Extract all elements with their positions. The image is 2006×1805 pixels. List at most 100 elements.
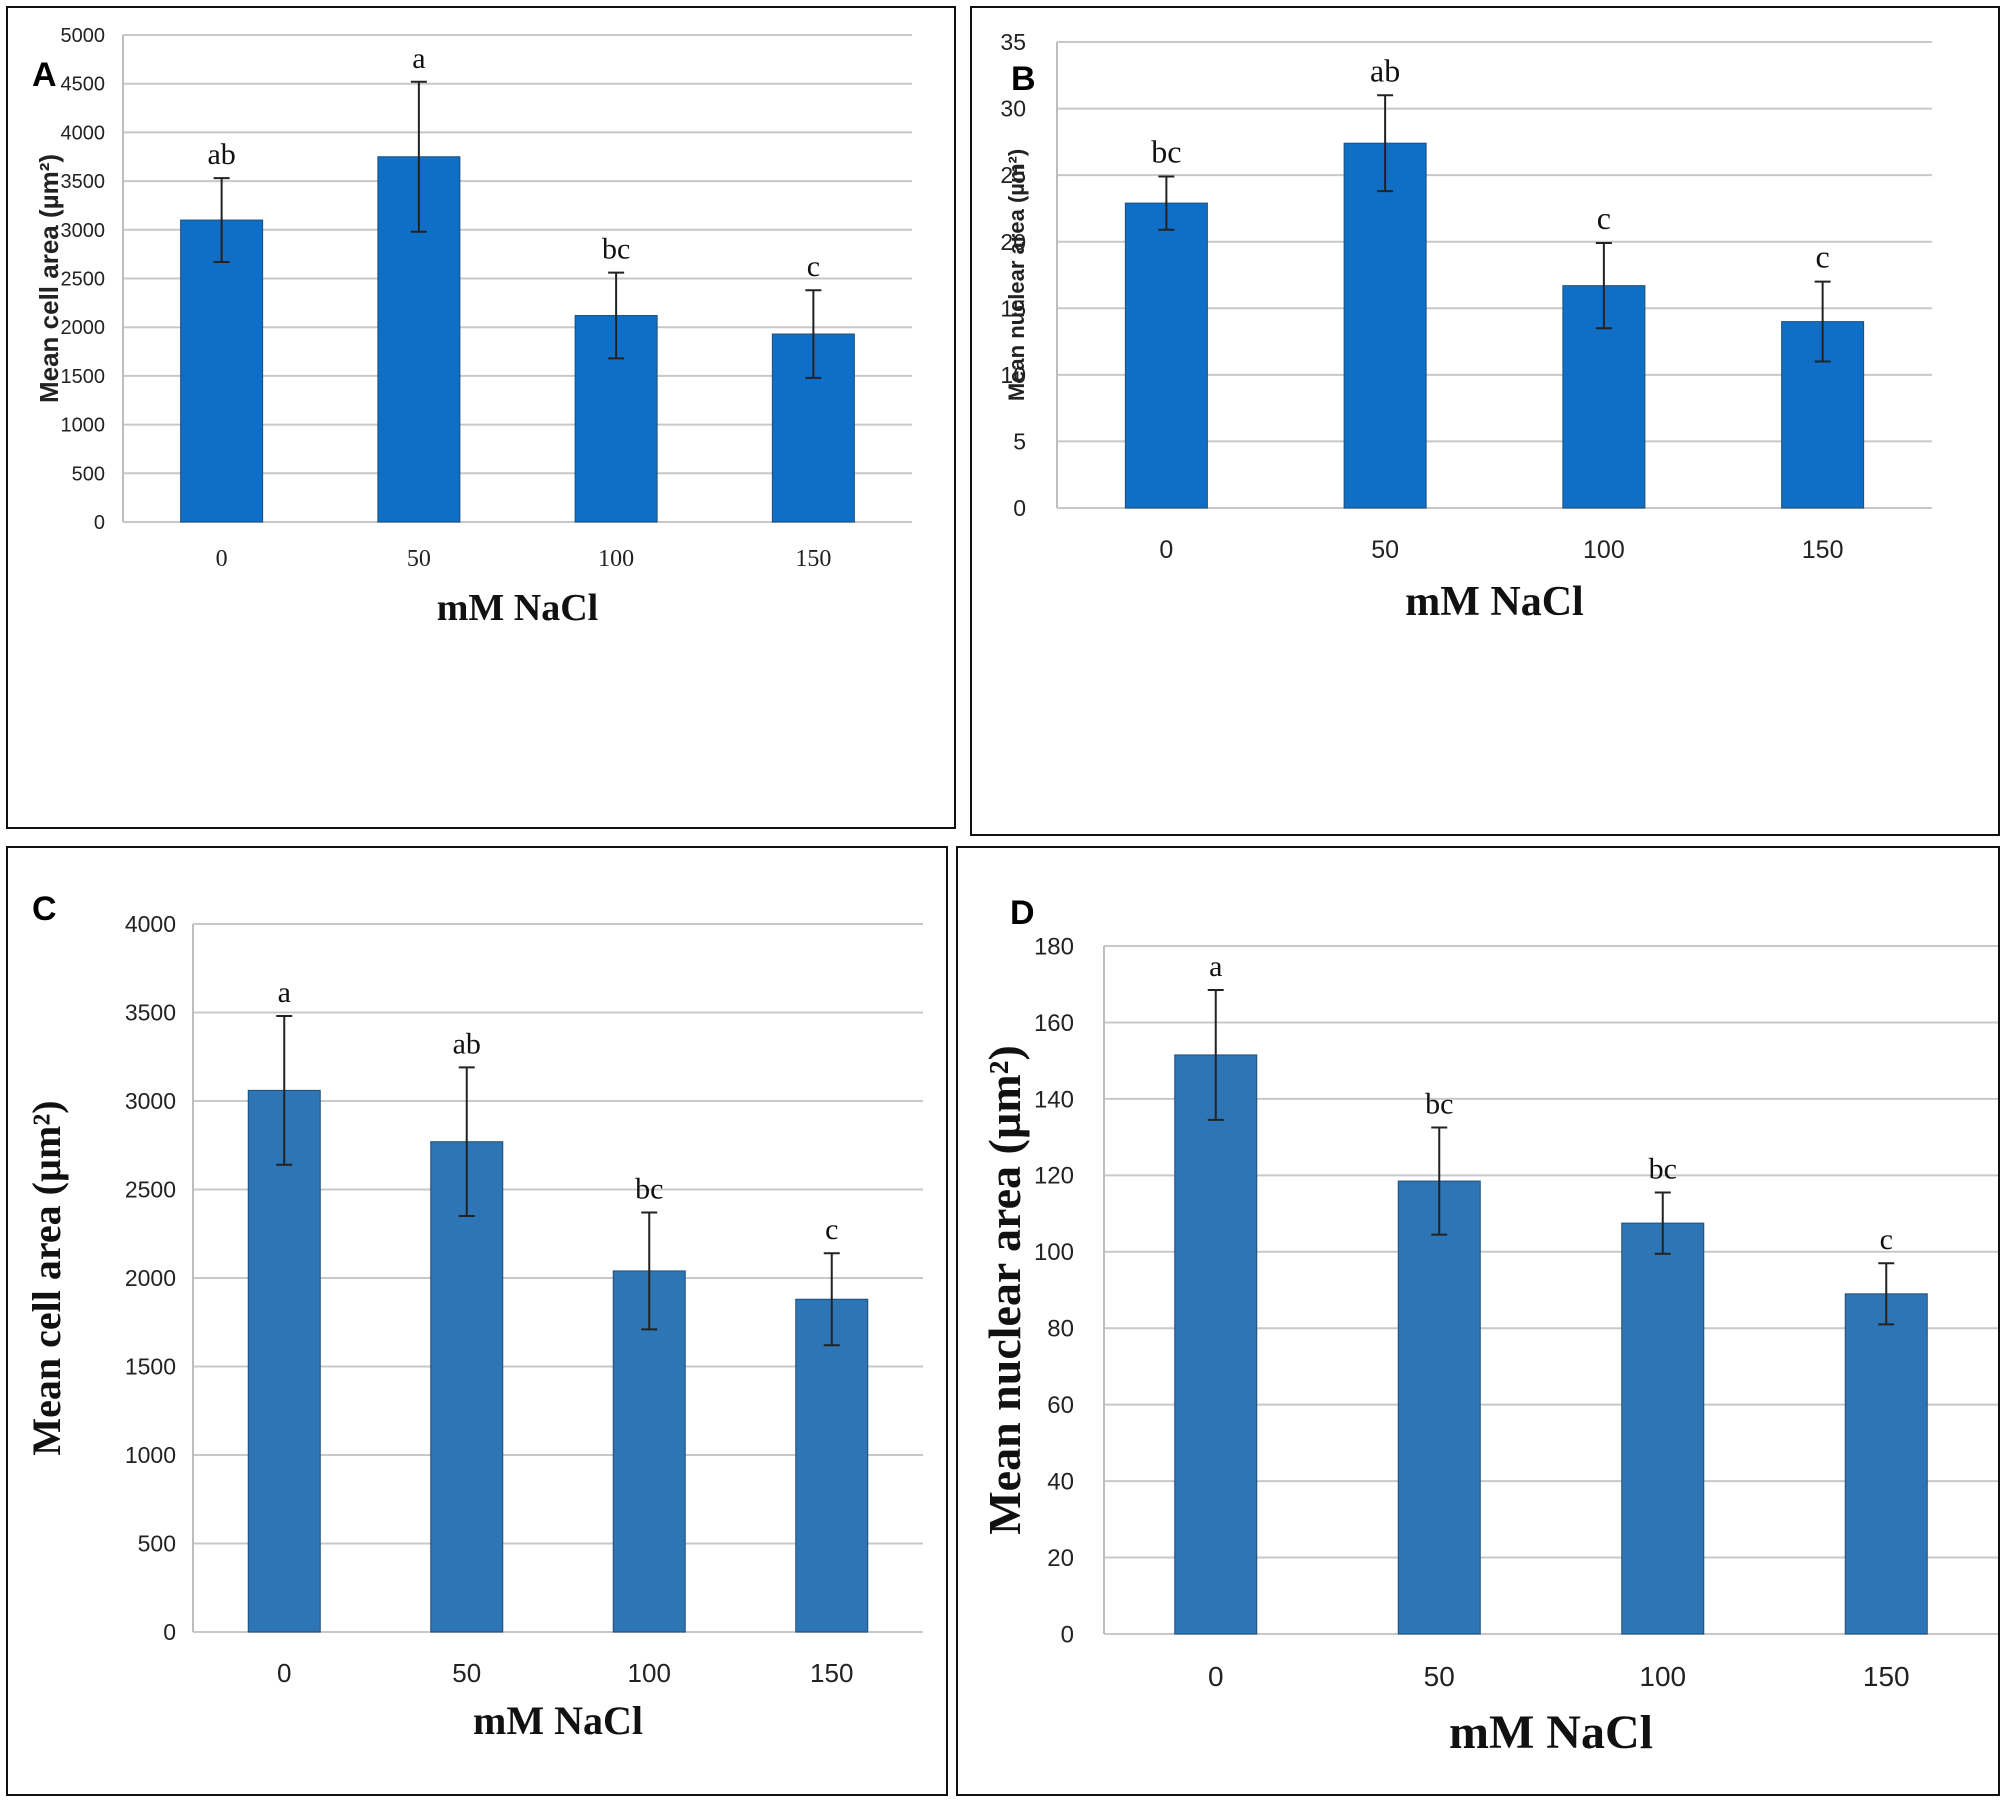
chart-a: 0500100015002000250030003500400045005000… [34, 25, 912, 629]
y-tick-label: 20 [1047, 1545, 1074, 1572]
y-tick-label: 4000 [61, 122, 106, 144]
bar [180, 219, 264, 523]
y-tick-label: 80 [1047, 1316, 1074, 1343]
y-tick-label: 20 [1000, 229, 1026, 255]
panel-d: D 0 20 40 60 80 100 120 140 160 180 a 0 bc 50 bc 100 c 15… [956, 846, 2000, 1796]
bar [1621, 1222, 1705, 1635]
x-tick-label: 50 [1371, 536, 1399, 564]
panel-letter: B [1011, 60, 1036, 98]
y-axis-title: Mean cell area (µm²) [34, 154, 64, 403]
y-tick-label: 100 [1034, 1239, 1074, 1266]
y-tick-label: 5 [1013, 428, 1026, 454]
x-tick-label: 50 [407, 546, 431, 572]
y-tick-label: 500 [138, 1531, 176, 1557]
significance-letter: bc [1151, 133, 1181, 169]
x-axis-title: mM NaCl [437, 587, 598, 629]
y-tick-label: 2000 [125, 1265, 176, 1291]
panel-letter: D [1010, 894, 1035, 932]
x-tick-label: 0 [1208, 1661, 1224, 1692]
panel-a: A 0 500 1000 1500 2000 2500 3000 3500 4000 4500 50… [6, 6, 956, 829]
y-axis-title: Mean nuclear area (µm²) [1004, 149, 1029, 401]
y-axis-title: Mean cell area (µm²) [24, 1100, 69, 1455]
y-tick-label: 15 [1000, 295, 1026, 321]
y-tick-label: 1000 [61, 415, 106, 437]
y-tick-label: 1500 [125, 1354, 176, 1380]
y-tick-label: 3500 [125, 1000, 176, 1026]
bar [1343, 142, 1427, 509]
chart-b: 0 5 10 15 20 25 30 35 bc 0 ab 50 c 100 c 150 mM NaCl Mean… [1000, 29, 1932, 625]
x-tick-label: 150 [1863, 1661, 1910, 1692]
x-axis-title: mM NaCl [473, 1698, 643, 1743]
significance-letter: a [1209, 950, 1222, 983]
y-tick-label: 160 [1034, 1010, 1074, 1037]
y-tick-label: 180 [1034, 933, 1074, 960]
chart-d: 0 20 40 60 80 100 120 140 160 180 a 0 bc 50 bc 100 c 150 m… [979, 933, 1998, 1759]
y-tick-label: 3000 [125, 1088, 176, 1114]
x-tick-label: 150 [1802, 536, 1844, 564]
bar [795, 1298, 869, 1633]
x-tick-label: 0 [216, 546, 228, 572]
significance-letter: bc [602, 233, 630, 266]
y-tick-label: 3500 [61, 171, 106, 193]
x-axis-title: mM NaCl [1405, 579, 1583, 625]
significance-letter: c [1816, 239, 1830, 275]
y-tick-label: 120 [1034, 1163, 1074, 1190]
x-axis-title: mM NaCl [1449, 1706, 1653, 1759]
bar [247, 1089, 321, 1633]
bar [430, 1141, 504, 1633]
y-tick-label: 30 [1000, 96, 1026, 122]
y-tick-label: 40 [1047, 1469, 1074, 1496]
panel-c: C 0 500 1000 1500 2000 2500 3000 3500 4000 a 0 ab 50… [6, 846, 948, 1796]
significance-letter: a [412, 42, 425, 75]
y-tick-label: 4000 [125, 911, 176, 937]
y-tick-label: 1500 [61, 366, 106, 388]
y-tick-label: 4500 [61, 74, 106, 96]
x-tick-label: 50 [1424, 1661, 1455, 1692]
significance-letter: c [1597, 200, 1611, 236]
y-tick-label: 5000 [61, 25, 106, 47]
x-tick-label: 100 [1639, 1661, 1686, 1692]
bar [612, 1270, 686, 1633]
y-tick-label: 60 [1047, 1392, 1074, 1419]
x-tick-label: 0 [277, 1658, 291, 1688]
x-tick-label: 100 [628, 1658, 671, 1688]
significance-letter: a [278, 976, 291, 1009]
panel-letter: C [32, 890, 57, 928]
significance-letter: ab [453, 1027, 481, 1060]
x-tick-label: 0 [1159, 536, 1173, 564]
bar [1124, 202, 1208, 509]
y-tick-label: 500 [72, 463, 105, 485]
y-axis-title: Mean nuclear area (µm²) [979, 1045, 1030, 1535]
y-tick-label: 3000 [61, 220, 106, 242]
y-tick-label: 35 [1000, 29, 1026, 55]
significance-letter: c [807, 250, 820, 283]
significance-letter: ab [207, 138, 235, 171]
y-tick-label: 10 [1000, 362, 1026, 388]
y-tick-label: 2500 [61, 269, 106, 291]
significance-letter: bc [1425, 1088, 1453, 1121]
bar [1174, 1054, 1258, 1635]
significance-letter: c [1880, 1223, 1893, 1256]
y-tick-label: 2000 [61, 317, 106, 339]
x-tick-label: 50 [452, 1658, 481, 1688]
y-tick-label: 140 [1034, 1086, 1074, 1113]
significance-letter: bc [1649, 1153, 1677, 1186]
y-tick-label: 25 [1000, 162, 1026, 188]
significance-letter: c [825, 1213, 838, 1246]
chart-c: 0 500 1000 1500 2000 2500 3000 3500 4000 a 0 ab 50 bc… [24, 911, 923, 1743]
bar [1397, 1180, 1481, 1635]
x-tick-label: 150 [795, 546, 831, 572]
x-tick-label: 100 [1583, 536, 1625, 564]
x-tick-label: 150 [810, 1658, 853, 1688]
y-tick-label: 0 [163, 1619, 176, 1645]
y-tick-label: 0 [94, 512, 105, 534]
bar [1844, 1293, 1928, 1635]
panel-letter: A [32, 56, 57, 94]
y-tick-label: 2500 [125, 1177, 176, 1203]
y-tick-label: 0 [1061, 1621, 1074, 1648]
x-tick-label: 100 [598, 546, 634, 572]
panel-b: B 0 5 10 15 20 25 30 35 bc 0 ab 50 c 100 c 150 mM NaCl Me… [970, 6, 2000, 836]
significance-letter: ab [1370, 52, 1400, 88]
y-tick-label: 0 [1013, 495, 1026, 521]
y-tick-label: 1000 [125, 1442, 176, 1468]
